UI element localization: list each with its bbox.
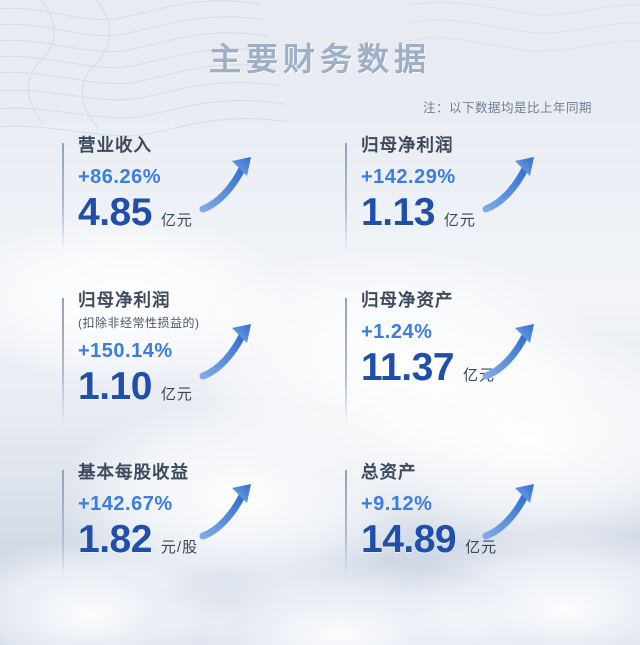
metric-value: 11.37 — [361, 345, 454, 389]
metric-growth: +150.14% — [78, 339, 173, 362]
metric-unit: 亿元 — [160, 211, 193, 229]
metric-label: 营业收入 — [78, 135, 152, 155]
up-trend-arrow-icon — [199, 484, 251, 540]
metric-unit: 亿元 — [443, 211, 476, 229]
metric-growth: +1.24% — [361, 320, 433, 343]
metric-growth: +142.29% — [361, 165, 456, 188]
metric-card-total-assets: 总资产 +9.12% 14.89 亿元 — [345, 462, 582, 602]
metric-label: 归母净利润 — [361, 135, 454, 155]
metric-value: 14.89 — [361, 517, 457, 561]
metric-unit: 亿元 — [160, 385, 193, 403]
metrics-grid: 营业收入 +86.26% 4.85 亿元 归母净利润 +142.29% 1.13… — [62, 135, 582, 602]
up-trend-arrow-icon — [199, 157, 251, 213]
note-text: 注：以下数据均是比上年同期 — [422, 101, 592, 115]
metric-label: 归母净利润 — [78, 290, 171, 310]
metric-card-revenue: 营业收入 +86.26% 4.85 亿元 — [62, 135, 299, 290]
page-title: 主要财务数据 — [208, 41, 431, 77]
up-trend-arrow-icon — [482, 324, 534, 380]
metric-label: 归母净资产 — [361, 290, 454, 310]
metric-label: 基本每股收益 — [78, 462, 189, 482]
metric-unit: 元/股 — [160, 538, 199, 556]
metric-unit: 亿元 — [465, 538, 498, 556]
metric-card-eps: 基本每股收益 +142.67% 1.82 元/股 — [62, 462, 299, 602]
metric-card-net-profit: 归母净利润 +142.29% 1.13 亿元 — [345, 135, 582, 290]
metric-growth: +142.67% — [78, 492, 173, 515]
metric-growth: +86.26% — [78, 165, 162, 188]
metric-growth: +9.12% — [361, 492, 433, 515]
metric-value: 1.82 — [78, 517, 152, 561]
up-trend-arrow-icon — [199, 324, 251, 380]
up-trend-arrow-icon — [482, 484, 534, 540]
metric-card-net-profit-deducted: 归母净利润 (扣除非经常性损益的) +150.14% 1.10 亿元 — [62, 290, 299, 462]
metric-value: 1.13 — [361, 190, 435, 234]
metric-value: 4.85 — [78, 190, 152, 234]
metric-value: 1.10 — [78, 364, 152, 408]
metric-sublabel: (扣除非经常性损益的) — [78, 315, 200, 330]
metric-label: 总资产 — [361, 462, 417, 482]
up-trend-arrow-icon — [482, 157, 534, 213]
metric-unit: 亿元 — [462, 366, 495, 384]
metric-card-net-assets: 归母净资产 +1.24% 11.37 亿元 — [345, 290, 582, 462]
